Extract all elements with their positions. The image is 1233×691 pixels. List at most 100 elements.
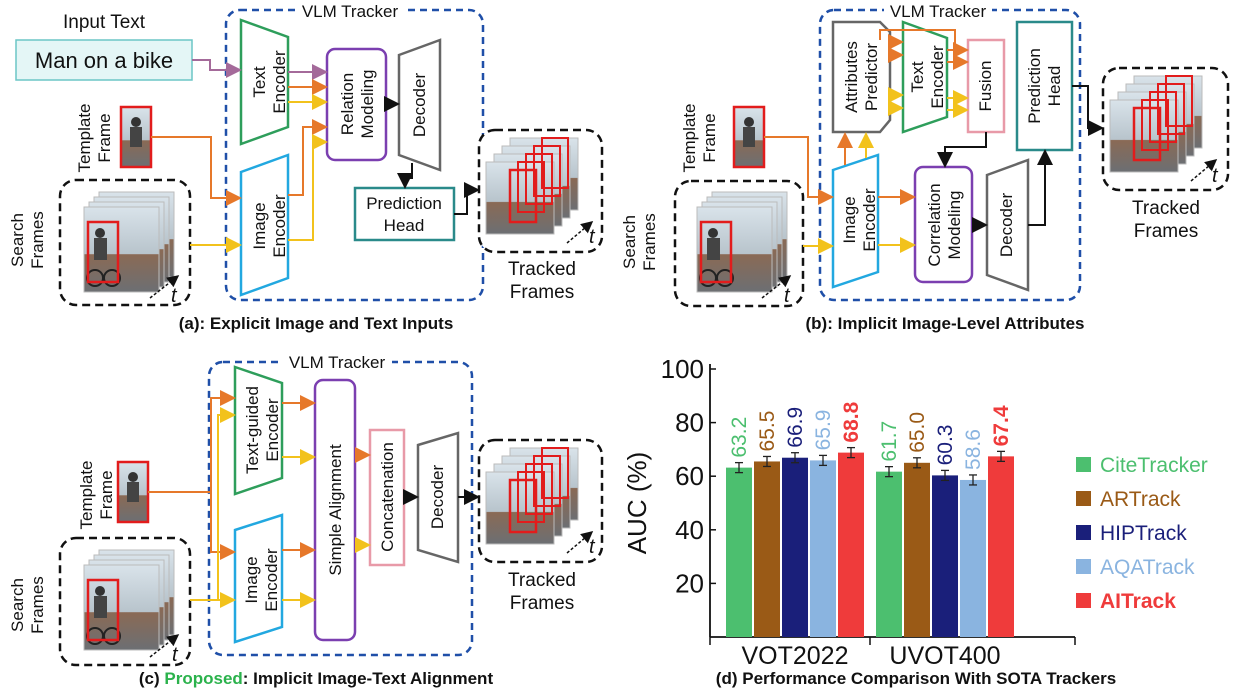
arrow-image-enc-to-relation-a	[288, 119, 328, 196]
bar	[726, 467, 752, 637]
template-frame-b-line1: Template	[680, 104, 699, 173]
relation-modeling-line2: Modeling	[358, 70, 377, 139]
arrow-head-to-tracked-a	[454, 182, 480, 215]
bar	[810, 460, 836, 637]
bar-value-label: 67.4	[990, 405, 1013, 446]
search-frames-a-line1: Search	[8, 213, 27, 267]
image-encoder-c-line1: Image	[242, 556, 261, 603]
bar-value-label: 68.8	[840, 401, 863, 442]
correlation-modeling-line2: Modeling	[945, 191, 964, 260]
svg-text:ImageEncoder: ImageEncoder	[242, 548, 281, 612]
arrow-template-to-image-encoder-a	[151, 136, 242, 206]
image-encoder-shape-a	[239, 153, 290, 297]
text-encoder-b-line1: Text	[908, 61, 927, 92]
tracked-frames-stack-c	[485, 447, 579, 545]
decoder-shape-a	[397, 38, 442, 172]
tracker-title-bg-b	[884, 1, 992, 21]
y-axis-label: AUC (%)	[622, 452, 652, 555]
prediction-head-b-line1: Prediction	[1025, 48, 1044, 124]
svg-text:SearchFrames: SearchFrames	[8, 576, 47, 634]
search-frames-stack-b	[696, 191, 788, 293]
panel-b: VLM Tracker AttributesPredictor TextEnco…	[620, 1, 1230, 333]
image-encoder-a-line1: Image	[250, 202, 269, 249]
text-guided-encoder-line2: Encoder	[263, 398, 282, 462]
prediction-head-box-b	[1015, 20, 1074, 152]
prediction-head-a-line2: Head	[384, 216, 425, 235]
svg-text:CorrelationModeling: CorrelationModeling	[925, 183, 964, 266]
attributes-predictor-line2: Predictor	[862, 43, 881, 111]
template-frame-a-line1: Template	[75, 104, 94, 173]
search-frames-stack-a	[83, 191, 175, 293]
tracked-frames-a-line2: Frames	[510, 282, 574, 303]
t-label-a: t	[171, 285, 178, 307]
arrow-fusion-to-correlation-b	[937, 132, 987, 168]
bar-value-label: 65.5	[756, 411, 779, 452]
panel-a: Input Text Man on a bike VLM Tracker Tex…	[8, 1, 604, 333]
arrow-template-to-image-encoder-b	[764, 136, 834, 205]
search-frames-b-line2: Frames	[640, 213, 659, 271]
search-frames-c-line2: Frames	[28, 576, 47, 634]
bar	[988, 456, 1014, 637]
x-tick-label: UVOT400	[889, 642, 1000, 670]
vlm-tracker-box-c	[207, 360, 474, 657]
correlation-modeling-line1: Correlation	[925, 183, 944, 266]
decoder-a: Decoder	[410, 73, 429, 138]
bar-value-label: 60.3	[934, 425, 957, 466]
tracked-frames-stack-a	[485, 137, 579, 235]
text-guided-encoder-line1: Text-guided	[243, 386, 262, 474]
legend-swatch	[1076, 559, 1091, 574]
text-encoder-a-line1: Text	[250, 66, 269, 97]
time-arrow-a	[149, 275, 180, 299]
bar	[904, 462, 930, 637]
bar	[932, 475, 958, 637]
input-text-value: Man on a bike	[35, 48, 173, 73]
svg-text:SearchFrames: SearchFrames	[620, 213, 659, 271]
template-frame-image-b	[732, 105, 766, 169]
image-encoder-c-line2: Encoder	[262, 548, 281, 612]
template-frame-b-line2: Frame	[700, 113, 719, 162]
image-encoder-b-line1: Image	[840, 196, 859, 243]
svg-text:ImageEncoder: ImageEncoder	[250, 194, 289, 258]
legend-label: CiteTracker	[1100, 454, 1208, 477]
y-tick-label: 60	[675, 461, 704, 491]
legend-label: AITrack	[1100, 590, 1176, 613]
prediction-head-a-line1: Prediction	[366, 194, 442, 213]
fusion-box	[966, 38, 1006, 134]
caption-c-prefix: (c)	[139, 669, 165, 688]
input-text-label: Input Text	[63, 12, 146, 33]
tracked-frames-a-line1: Tracked	[508, 259, 576, 280]
svg-text:TemplateFrame: TemplateFrame	[75, 104, 114, 173]
input-text-box	[15, 39, 193, 81]
decoder-c: Decoder	[428, 465, 447, 530]
legend-swatch	[1076, 457, 1091, 472]
bar-value-label: 65.0	[906, 412, 929, 453]
text-encoder-b-line2: Encoder	[928, 45, 947, 109]
caption-d: (d) Performance Comparison With SOTA Tra…	[716, 669, 1116, 688]
svg-text:TemplateFrame: TemplateFrame	[77, 461, 116, 530]
tracker-title-c: VLM Tracker	[289, 353, 386, 372]
concatenation-box	[368, 428, 406, 567]
svg-text:PredictionHead: PredictionHead	[1025, 48, 1064, 124]
template-frame-a-line2: Frame	[95, 113, 114, 162]
tracker-title-bg-a	[296, 1, 404, 21]
arrow-decoder-to-head-b	[1028, 149, 1053, 226]
tracked-frames-c-line1: Tracked	[508, 570, 576, 591]
bar-value-label: 58.6	[962, 429, 985, 470]
caption-a: (a): Explicit Image and Text Inputs	[179, 314, 454, 333]
svg-text:TemplateFrame: TemplateFrame	[680, 104, 719, 173]
prediction-head-b-line2: Head	[1045, 66, 1064, 107]
template-frame-image-a	[119, 105, 153, 169]
caption-b: (b): Implicit Image-Level Attributes	[806, 314, 1085, 333]
tracker-title-a: VLM Tracker	[302, 2, 399, 21]
search-frames-c-line1: Search	[8, 578, 27, 632]
tracked-frames-c-line2: Frames	[510, 593, 574, 614]
svg-text:ImageEncoder: ImageEncoder	[840, 188, 879, 252]
tracked-frames-b-line2: Frames	[1134, 221, 1198, 242]
y-tick-label: 80	[675, 408, 704, 438]
arrow-decoder-to-head-a	[397, 163, 413, 189]
simple-alignment-label: Simple Alignment	[326, 444, 345, 576]
bar-value-label: 65.9	[812, 410, 835, 451]
t-label-b: t	[784, 285, 791, 307]
